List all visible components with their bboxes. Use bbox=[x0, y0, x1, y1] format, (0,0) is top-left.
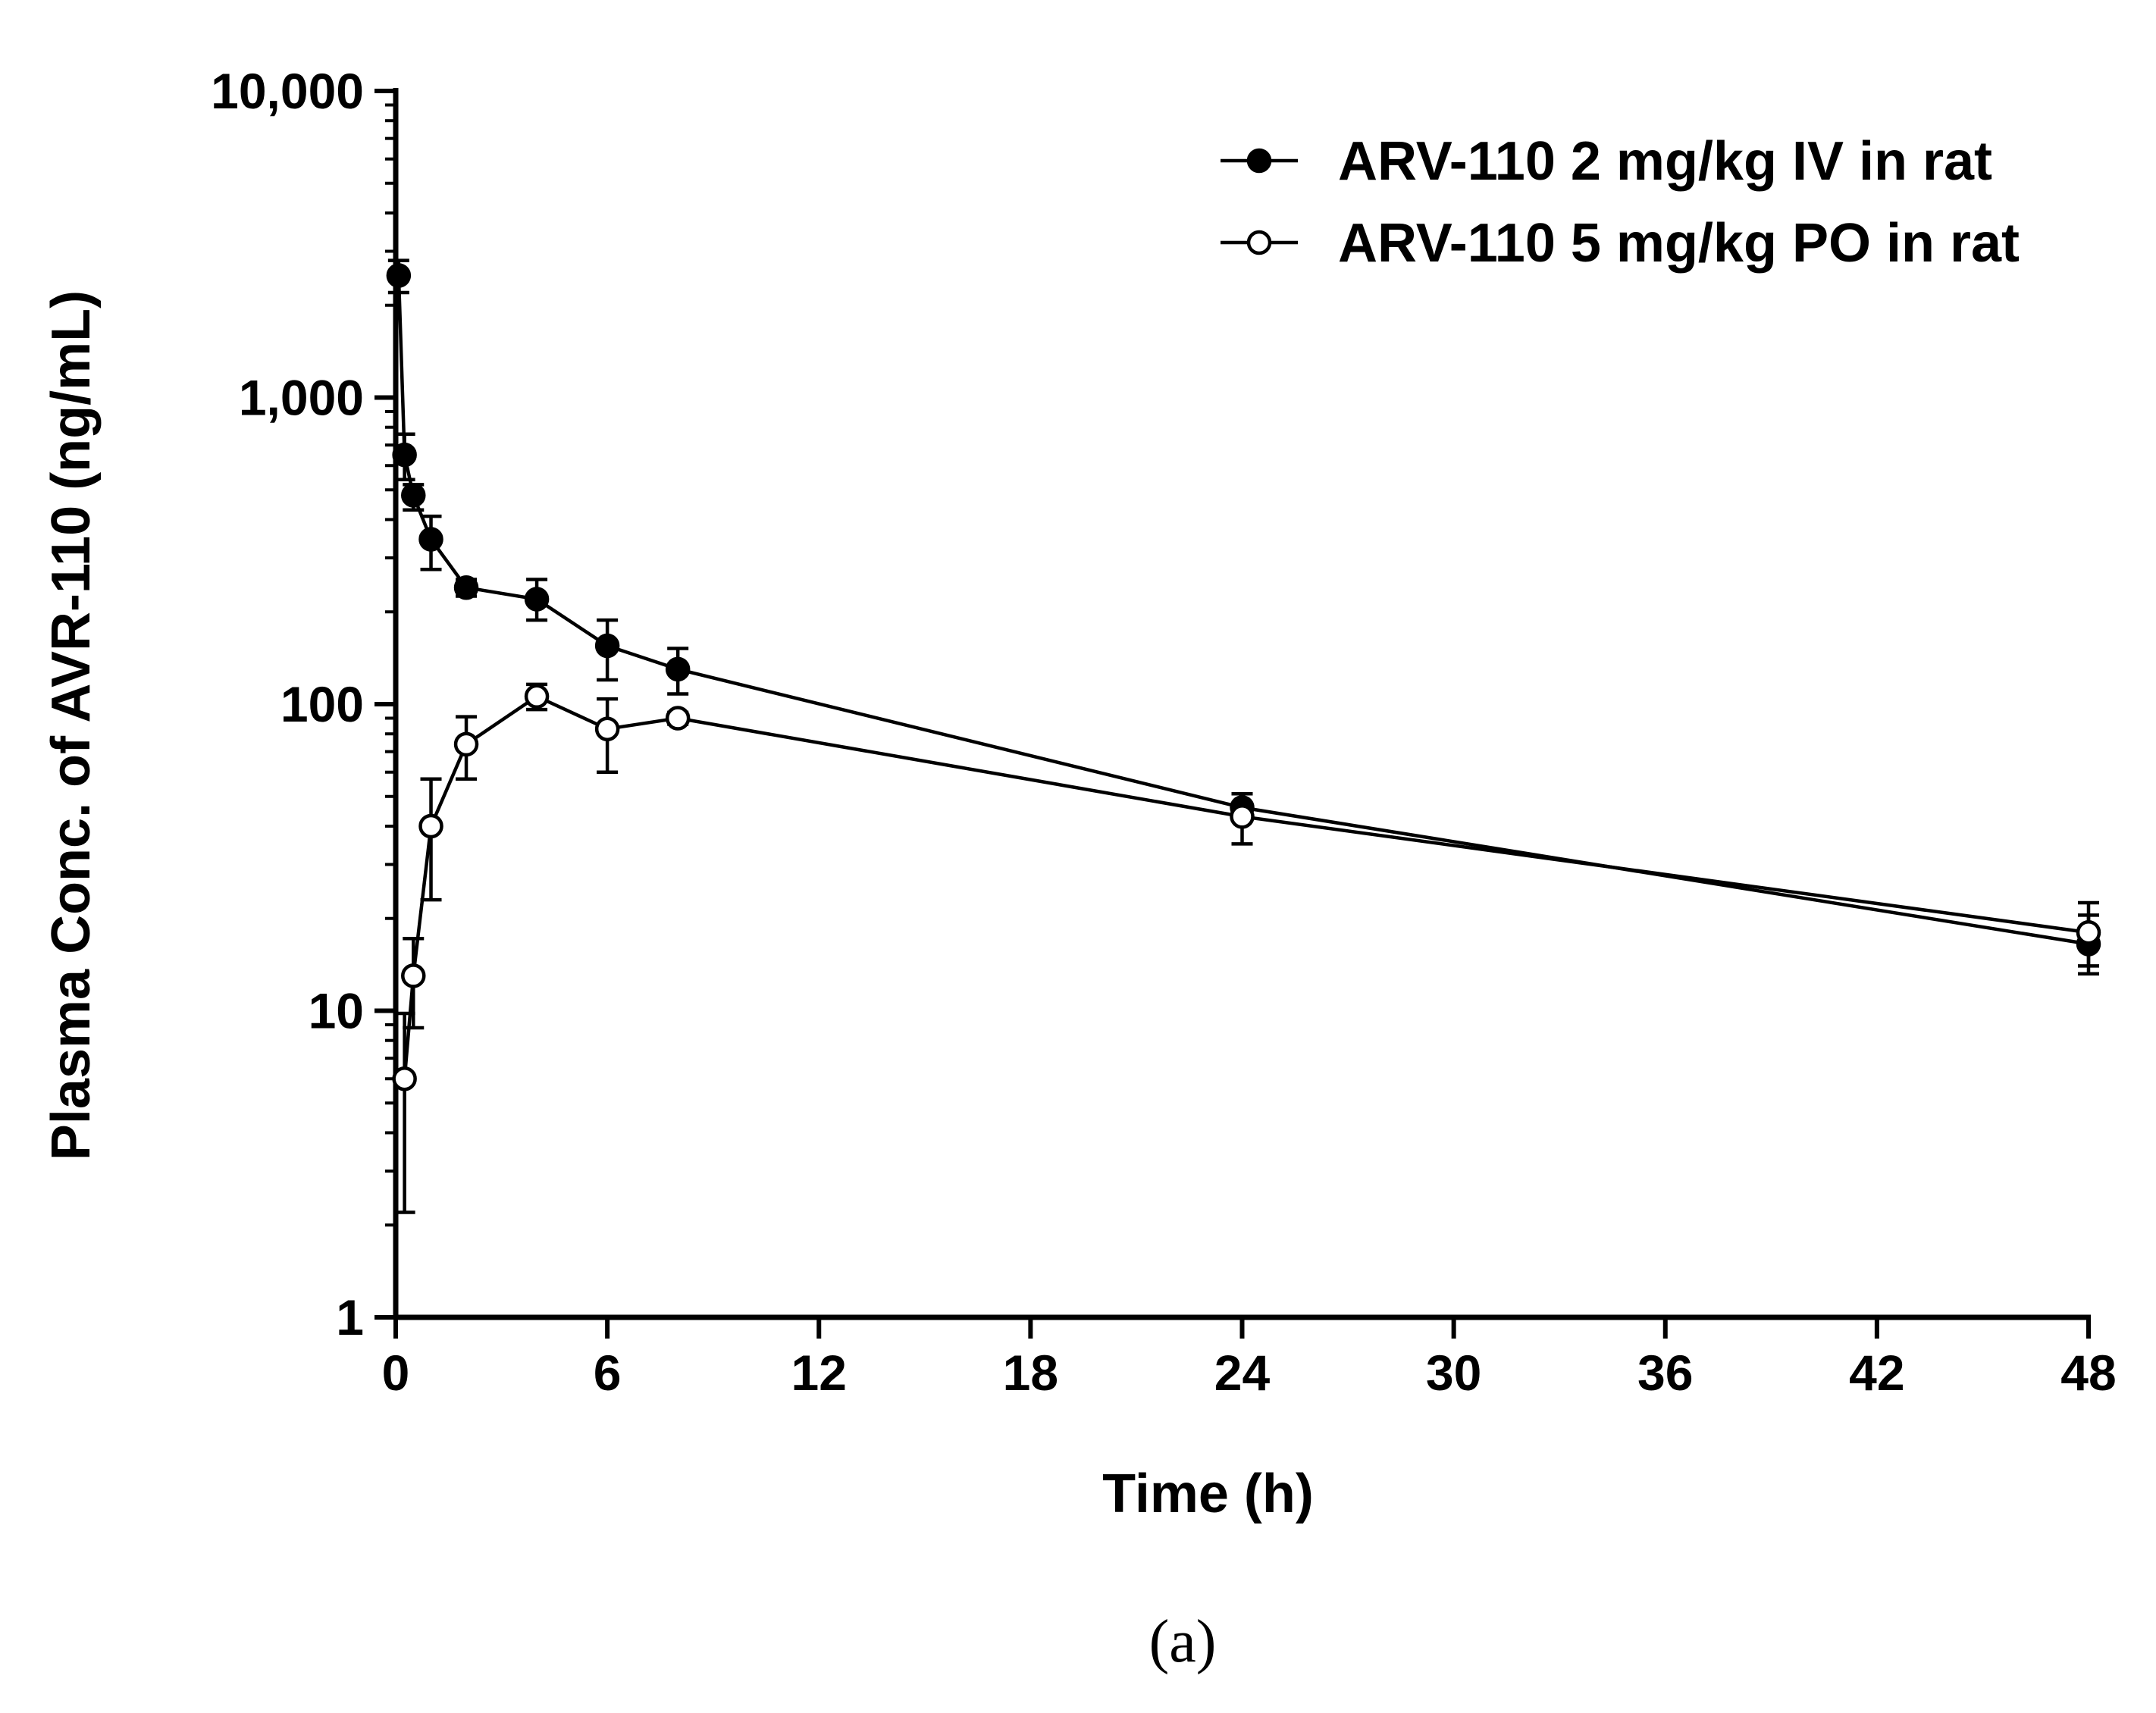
data-point bbox=[392, 442, 417, 468]
error-bar bbox=[420, 777, 442, 902]
error-bar bbox=[393, 1011, 415, 1214]
x-tick-label: 42 bbox=[1849, 1345, 1904, 1401]
data-point bbox=[401, 963, 426, 988]
legend-item-po: ARV-110 5 mg/kg PO in rat bbox=[1221, 213, 2020, 274]
y-tick-label: 100 bbox=[280, 676, 364, 732]
series-line bbox=[403, 694, 2089, 1079]
data-point bbox=[386, 263, 412, 288]
x-ticks: 0 6 12 18 24 30 36 42 48 bbox=[382, 1317, 2117, 1401]
data-point bbox=[524, 684, 550, 709]
x-tick-label: 18 bbox=[1003, 1345, 1058, 1401]
series-iv bbox=[386, 258, 2101, 976]
series-group bbox=[386, 258, 2101, 1214]
y-axis-title: Plasma Conc. of AVR-110 (ng/mL) bbox=[41, 290, 102, 1160]
y-tick-label: 1 bbox=[336, 1289, 364, 1345]
legend-label-po: ARV-110 5 mg/kg PO in rat bbox=[1338, 213, 2020, 274]
x-tick-label: 48 bbox=[2060, 1345, 2116, 1401]
x-tick-label: 6 bbox=[594, 1345, 622, 1401]
data-point bbox=[453, 731, 479, 757]
x-tick-label: 0 bbox=[382, 1345, 410, 1401]
data-point bbox=[594, 716, 620, 741]
data-point bbox=[401, 483, 426, 508]
y-tick-label: 10 bbox=[309, 983, 364, 1039]
data-point bbox=[594, 633, 620, 659]
data-point bbox=[418, 527, 443, 552]
data-point bbox=[453, 575, 479, 600]
y-tick-label: 10,000 bbox=[211, 63, 364, 119]
panel-label: (a) bbox=[1149, 1608, 1217, 1675]
legend: ARV-110 2 mg/kg IV in rat ARV-110 5 mg/k… bbox=[1221, 131, 2020, 274]
data-point bbox=[665, 656, 691, 682]
data-point bbox=[2076, 919, 2101, 945]
series-line bbox=[396, 275, 2089, 946]
data-point bbox=[418, 813, 443, 839]
x-tick-label: 24 bbox=[1214, 1345, 1271, 1401]
x-axis-title: Time (h) bbox=[1102, 1464, 1314, 1524]
data-point bbox=[1230, 804, 1255, 829]
legend-label-iv: ARV-110 2 mg/kg IV in rat bbox=[1338, 131, 1992, 192]
y-ticks: 1 10 100 1,000 10,000 bbox=[211, 63, 396, 1345]
legend-item-iv: ARV-110 2 mg/kg IV in rat bbox=[1221, 131, 1992, 192]
legend-marker-open-circle bbox=[1246, 230, 1272, 255]
data-point bbox=[524, 587, 550, 612]
series-po bbox=[392, 682, 2101, 1214]
x-tick-label: 36 bbox=[1637, 1345, 1693, 1401]
data-point bbox=[665, 706, 691, 731]
legend-marker-filled-circle bbox=[1246, 148, 1272, 174]
x-tick-label: 12 bbox=[791, 1345, 847, 1401]
data-point bbox=[392, 1066, 417, 1091]
x-tick-label: 30 bbox=[1426, 1345, 1481, 1401]
y-tick-label: 1,000 bbox=[239, 370, 364, 426]
